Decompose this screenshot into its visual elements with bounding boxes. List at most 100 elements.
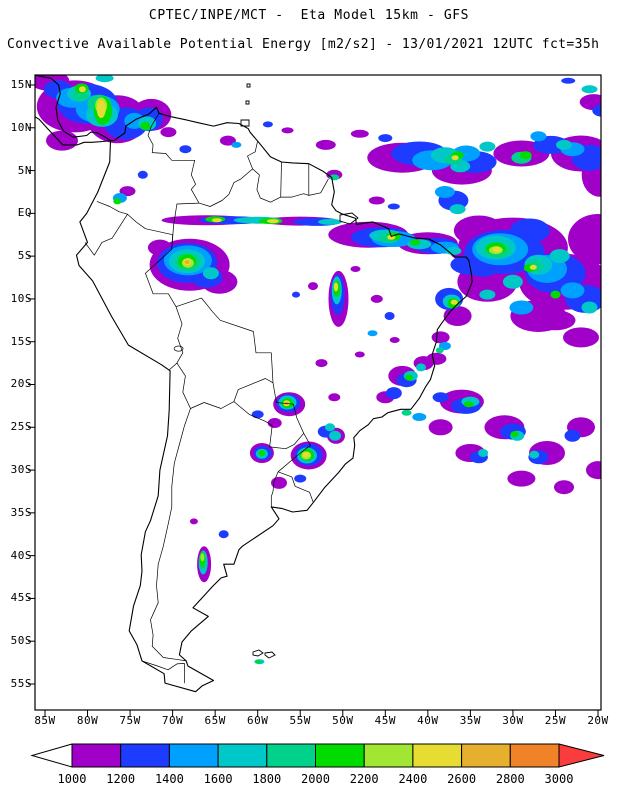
axis-tick-marks [28,84,599,717]
cape-cell [529,264,537,270]
cape-cell [502,274,523,289]
cape-cell [315,359,328,368]
colorbar-underflow-arrow [30,743,73,768]
colorbar-cell [71,743,122,768]
cape-cell [434,186,455,198]
colorbar-level-label: 1400 [155,772,184,786]
cape-cell [218,530,229,539]
cape-cell [579,94,601,111]
x-axis-tick-label: 65W [204,714,226,727]
cape-cell [549,249,570,264]
colorbar-overflow-arrow [558,743,605,768]
colorbar: 1000 1200 1400 1600 1800 2000 2200 2400 2600 2800… [30,743,605,786]
cape-cell [416,363,426,372]
colorbar-level-label: 2600 [447,772,476,786]
colorbar-cell [461,743,511,768]
cape-cell [478,449,489,457]
colorbar-cell [168,743,219,768]
cape-cell [529,450,540,459]
cape-cell [401,409,412,416]
y-axis-tick-label: EQ [17,206,32,220]
cape-cell [509,300,534,315]
cape-cell [535,310,576,331]
x-axis-tick-label: 50W [332,714,354,727]
cape-cell [179,145,192,154]
cape-cell [318,218,342,225]
cape-cell [189,518,198,525]
cape-cell [281,127,294,134]
cape-cell [428,419,453,436]
cape-cell [258,450,266,456]
cape-cell [202,267,219,280]
cape-cell [140,122,151,131]
x-axis-tick-label: 45W [374,714,396,727]
cape-cell [451,155,459,161]
cape-cell [200,553,205,562]
cape-cell [350,266,361,272]
x-axis-tick-label: 55W [289,714,311,727]
cape-cell [95,75,114,83]
y-axis-tick-label: 15N [10,78,32,91]
cape-cell [267,418,282,428]
cape-shaded-field [35,75,601,665]
cape-cell [368,196,385,205]
cape-cell [560,282,585,299]
cape-cell [492,246,502,253]
colorbar-cell [266,743,316,768]
cape-cell [432,392,449,403]
map-plot [28,74,602,717]
cape-cell [251,410,264,419]
y-axis-tick-label: 25S [10,420,32,434]
colorbar-level-label: 2800 [496,772,525,786]
cape-cell [294,474,307,483]
cape-cell [219,135,236,146]
cape-cell [113,198,122,205]
cape-cell [530,131,547,142]
colorbar-level-label: 1600 [204,772,233,786]
y-axis-tick-label: 10S [10,291,32,305]
cape-cell [405,374,414,381]
colorbar-cell [363,743,414,768]
colorbar-cell [120,743,170,768]
cape-cell [370,294,383,303]
cape-cell [325,423,335,432]
colorbar-cell [509,743,560,768]
cape-cell [256,660,261,664]
y-axis-tick-label: 55S [10,676,32,690]
cape-cell [510,431,519,438]
x-axis-tick-label: 40W [417,714,439,727]
cape-cell [302,451,310,458]
cape-cell [479,289,496,300]
y-axis-tick-label: 15S [10,334,32,348]
lake-titicaca [173,345,184,352]
cape-cell [581,85,598,94]
cape-cell [350,129,369,138]
y-axis-tick-label: 40S [10,548,32,562]
cape-cell [378,134,393,143]
cape-cell [267,219,279,224]
cape-cell [292,291,300,298]
y-axis-tick-label: 10N [10,120,32,134]
cape-cell [564,429,581,442]
x-axis-tick-label: 60W [247,714,269,727]
cape-cell [445,247,462,255]
cape-cell [519,151,532,160]
cape-cell [581,301,598,314]
cape-cell [407,239,432,250]
colorbar-level-label: 2400 [398,772,427,786]
cape-cell [184,260,190,265]
x-axis-tick-label: 80W [76,714,99,727]
cape-cell [315,139,336,150]
cape-cell [119,186,136,197]
cape-cell [328,393,341,402]
cape-cell [329,430,342,441]
cape-cell [354,351,365,358]
colorbar-cell [412,743,463,768]
cape-cell [435,347,444,354]
cape-cell [556,139,572,150]
cape-cell [431,331,450,344]
plot-frame [34,74,602,711]
x-axis-tick-label: 85W [34,714,56,727]
x-axis-tick-label: 70W [161,714,184,727]
colorbar-level-label: 1000 [58,772,87,786]
